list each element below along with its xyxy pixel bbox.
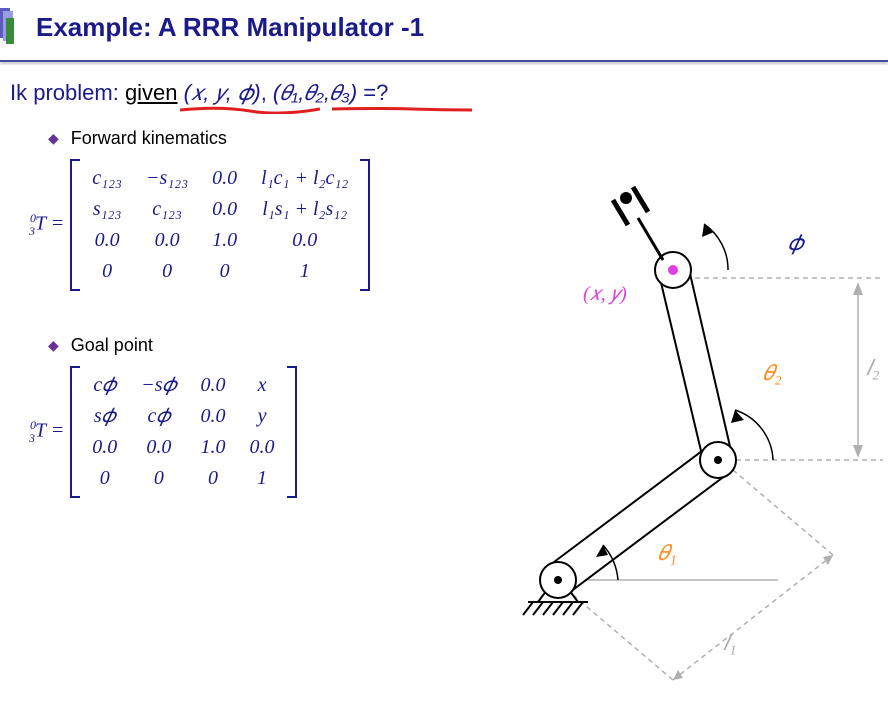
red-underline-2 bbox=[332, 106, 472, 114]
bullet-icon: ◆ bbox=[48, 130, 59, 147]
goal-row-1: c𝜙−s𝜙0.0x bbox=[80, 370, 286, 401]
goal-label: Goal point bbox=[71, 335, 153, 356]
theta2-label: 𝜃₂ bbox=[763, 360, 782, 385]
goal-row-2: s𝜙c𝜙0.0y bbox=[80, 401, 286, 432]
title-bar: Example: A RRR Manipulator -1 bbox=[0, 0, 888, 58]
fk-row-2: s₁₂₃c₁₂₃0.0l₁s₁ + l₂s₁₂ bbox=[80, 194, 360, 225]
l1-label: 𝑙₁ bbox=[723, 630, 736, 655]
problem-given-word: given bbox=[125, 80, 178, 105]
fk-bullet: ◆ Forward kinematics bbox=[48, 128, 888, 149]
problem-expr2: (𝜃₁,𝜃₂,𝜃₃) bbox=[273, 80, 357, 105]
red-underline-1 bbox=[180, 106, 320, 114]
manipulator-diagram: 𝜙 (𝑥, 𝑦) 𝜃₂ 𝑙₂ 𝜃₁ 𝑙₁ bbox=[488, 170, 888, 690]
bullet-icon: ◆ bbox=[48, 337, 59, 354]
problem-expr1: (𝑥, 𝑦, 𝜙) bbox=[184, 80, 261, 105]
title-divider bbox=[0, 60, 888, 62]
xy-label: (𝑥, 𝑦) bbox=[583, 283, 627, 305]
problem-equals: =? bbox=[357, 80, 388, 105]
l2-label: 𝑙₂ bbox=[866, 355, 880, 380]
fk-label: Forward kinematics bbox=[71, 128, 227, 149]
title-decoration-icon bbox=[0, 8, 16, 46]
fk-row-3: 0.00.01.00.0 bbox=[80, 225, 360, 256]
goal-row-3: 0.00.01.00.0 bbox=[80, 432, 286, 463]
goal-matrix: c𝜙−s𝜙0.0x s𝜙c𝜙0.0y 0.00.01.00.0 0001 bbox=[70, 366, 296, 498]
phi-label: 𝜙 bbox=[788, 230, 806, 255]
theta1-label: 𝜃₁ bbox=[658, 540, 677, 565]
slide-title: Example: A RRR Manipulator -1 bbox=[36, 12, 424, 43]
fk-matrix-label: 03T = bbox=[30, 211, 64, 239]
problem-prefix: Ik problem: bbox=[10, 80, 125, 105]
problem-statement: Ik problem: given (𝑥, 𝑦, 𝜙), (𝜃₁,𝜃₂,𝜃₃) … bbox=[10, 80, 888, 106]
problem-comma: , bbox=[261, 80, 273, 105]
goal-row-4: 0001 bbox=[80, 463, 286, 494]
fk-row-1: c₁₂₃−s₁₂₃0.0l₁c₁ + l₂c₁₂ bbox=[80, 163, 360, 194]
fk-matrix: c₁₂₃−s₁₂₃0.0l₁c₁ + l₂c₁₂ s₁₂₃c₁₂₃0.0l₁s₁… bbox=[70, 159, 370, 291]
fk-row-4: 0001 bbox=[80, 256, 360, 287]
goal-matrix-label: 03T = bbox=[30, 418, 64, 446]
